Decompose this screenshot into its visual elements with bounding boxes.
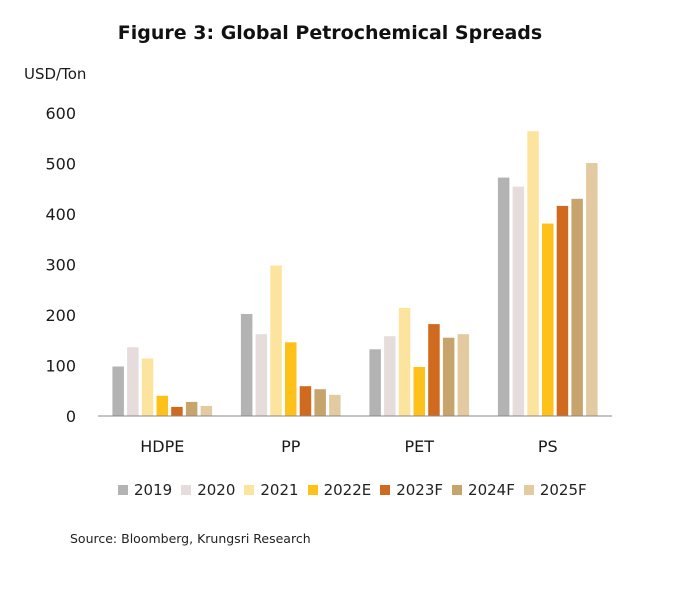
bar-hdpe-2022e xyxy=(156,395,168,416)
legend-label: 2025F xyxy=(539,481,587,499)
bar-pp-2025f xyxy=(329,394,341,416)
legend-label: 2021 xyxy=(260,481,299,499)
bar-pp-2024f xyxy=(314,389,326,416)
source-note: Source: Bloomberg, Krungsri Research xyxy=(70,531,311,546)
bar-hdpe-2020 xyxy=(127,347,139,416)
legend-item: 2019 xyxy=(118,481,172,499)
x-tick-label: PS xyxy=(538,437,558,456)
bar-pet-2021 xyxy=(398,307,411,416)
bar-pp-2022e xyxy=(285,342,297,416)
bar-pp-2021 xyxy=(270,265,282,416)
y-tick-label: 400 xyxy=(45,205,76,224)
legend-label: 2024F xyxy=(468,481,515,499)
bar-pet-2019 xyxy=(369,349,381,416)
legend-swatch xyxy=(244,485,255,495)
bar-pp-2020 xyxy=(255,334,268,416)
legend-label: 2022E xyxy=(323,481,372,499)
y-tick-label: 0 xyxy=(66,407,76,426)
legend-label: 2020 xyxy=(197,481,236,499)
bar-pet-2023f xyxy=(428,324,440,416)
y-axis-unit-label: USD/Ton xyxy=(24,65,86,83)
bar-pet-2024f xyxy=(442,337,455,416)
y-tick-label: 200 xyxy=(45,306,76,325)
legend-item: 2023F xyxy=(380,481,443,499)
bar-ps-2023f xyxy=(556,205,569,416)
legend-item: 2020 xyxy=(181,481,235,499)
x-tick-label: HDPE xyxy=(140,437,184,456)
legend-item: 2022E xyxy=(307,481,372,499)
bar-ps-2019 xyxy=(497,177,510,416)
y-tick-label: 600 xyxy=(45,104,76,123)
x-tick-label: PET xyxy=(405,437,435,456)
legend-item: 2024F xyxy=(452,481,515,499)
chart-title: Figure 3: Global Petrochemical Spreads xyxy=(117,22,543,44)
x-tick-label: PP xyxy=(281,437,301,456)
legend-item: 2021 xyxy=(244,481,299,499)
bar-hdpe-2023f xyxy=(171,406,183,416)
legend-swatch xyxy=(452,485,463,495)
bar-pp-2023f xyxy=(299,386,312,416)
bars xyxy=(112,131,598,416)
x-axis-ticks: HDPE PP PET PS xyxy=(140,437,557,456)
legend: 2019 2020 2021 2022E 2023F 2024F 2025F xyxy=(118,481,596,499)
legend-swatch xyxy=(307,485,318,495)
legend-item: 2025F xyxy=(523,481,587,499)
bar-chart: USD/Ton 0 100 200 300 400 500 600 HDPE PP PET PS xyxy=(24,65,612,456)
y-tick-label: 100 xyxy=(45,357,76,376)
bar-hdpe-2021 xyxy=(141,358,154,416)
legend-label: 2023F xyxy=(396,481,444,499)
y-tick-label: 300 xyxy=(45,256,76,275)
legend-swatch xyxy=(380,485,391,495)
bar-pet-2020 xyxy=(384,336,396,416)
bar-ps-2025f xyxy=(586,163,598,416)
bar-ps-2022e xyxy=(542,223,554,416)
y-axis-ticks: 0 100 200 300 400 500 600 xyxy=(45,104,76,426)
legend-swatch xyxy=(181,485,192,495)
y-tick-label: 500 xyxy=(45,155,76,174)
bar-pp-2019 xyxy=(240,314,253,416)
bar-hdpe-2019 xyxy=(112,366,124,416)
bar-hdpe-2024f xyxy=(185,401,198,416)
bar-ps-2024f xyxy=(571,198,583,416)
bar-pet-2025f xyxy=(457,334,470,416)
legend-swatch xyxy=(118,485,128,495)
bar-hdpe-2025f xyxy=(200,405,213,416)
legend-label: 2019 xyxy=(134,481,173,499)
bar-ps-2020 xyxy=(512,186,525,416)
legend-swatch xyxy=(523,485,534,495)
bar-ps-2021 xyxy=(527,131,539,416)
bar-pet-2022e xyxy=(413,367,425,416)
